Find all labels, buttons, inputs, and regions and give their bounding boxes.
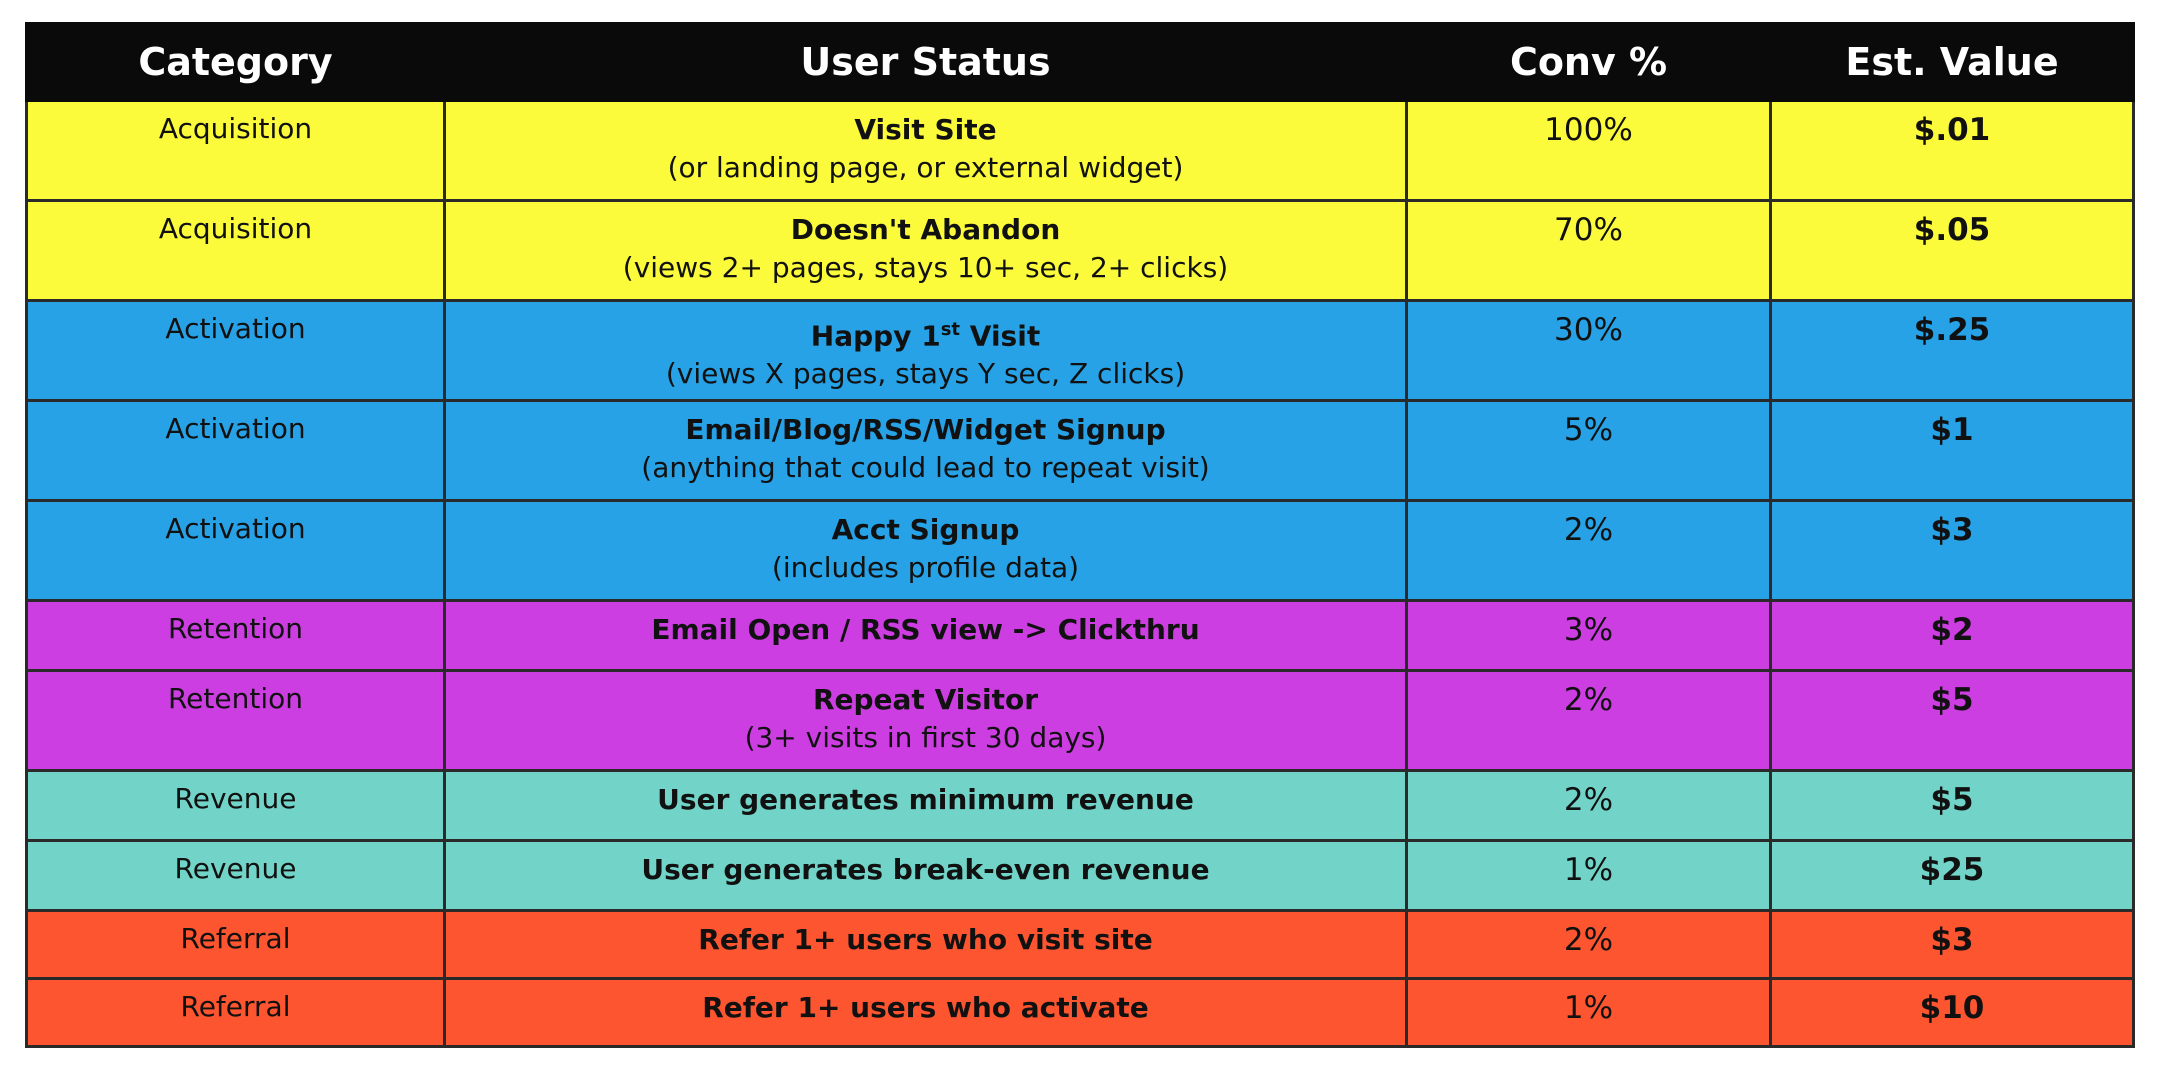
cell-value: $1 (1769, 399, 2135, 502)
header-user-status: User Status (443, 22, 1408, 102)
status-detail: (3+ visits in first 30 days) (744, 721, 1107, 754)
cell-conv: 70% (1405, 199, 1772, 302)
cell-category: Acquisition (25, 99, 446, 202)
cell-category: Revenue (25, 769, 446, 842)
cell-conv: 100% (1405, 99, 1772, 202)
cell-value: $2 (1769, 599, 2135, 672)
cell-value: $.01 (1769, 99, 2135, 202)
status-detail: (views X pages, stays Y sec, Z clicks) (665, 357, 1186, 391)
cell-value: $.05 (1769, 199, 2135, 302)
header-value: Est. Value (1769, 22, 2135, 102)
cell-category: Retention (25, 599, 446, 672)
cell-category: Retention (25, 669, 446, 772)
cell-conv: 2% (1405, 909, 1772, 980)
cell-user-status: Email Open / RSS view -> Clickthru (443, 599, 1408, 672)
status-detail: (anything that could lead to repeat visi… (641, 451, 1210, 484)
cell-value: $3 (1769, 499, 2135, 602)
cell-category: Activation (25, 299, 446, 402)
status-title: Refer 1+ users who visit site (698, 923, 1153, 956)
status-title: Visit Site (854, 113, 997, 146)
cell-category: Referral (25, 977, 446, 1048)
cell-user-status: Doesn't Abandon (views 2+ pages, stays 1… (443, 199, 1408, 302)
status-detail: (or landing page, or external widget) (667, 151, 1184, 184)
cell-conv: 1% (1405, 977, 1772, 1048)
cell-conv: 2% (1405, 769, 1772, 842)
cell-conv: 3% (1405, 599, 1772, 672)
table-row: Retention Repeat Visitor (3+ visits in f… (25, 669, 2135, 772)
cell-conv: 2% (1405, 499, 1772, 602)
table-row: Revenue User generates minimum revenue 2… (25, 769, 2135, 842)
table-row: Acquisition Doesn't Abandon (views 2+ pa… (25, 199, 2135, 302)
cell-user-status: Visit Site (or landing page, or external… (443, 99, 1408, 202)
cell-value: $25 (1769, 839, 2135, 912)
status-title: Refer 1+ users who activate (702, 991, 1149, 1024)
status-title: Email/Blog/RSS/Widget Signup (685, 413, 1166, 446)
status-title: Repeat Visitor (812, 683, 1039, 716)
table-row: Activation Email/Blog/RSS/Widget Signup … (25, 399, 2135, 502)
header-row: Category User Status Conv % Est. Value (25, 22, 2135, 102)
cell-category: Referral (25, 909, 446, 980)
cell-category: Activation (25, 499, 446, 602)
cell-category: Acquisition (25, 199, 446, 302)
table-row: Activation Happy 1st Visit (views X page… (25, 299, 2135, 402)
cell-category: Revenue (25, 839, 446, 912)
cell-user-status: Acct Signup (includes profile data) (443, 499, 1408, 602)
cell-user-status: Email/Blog/RSS/Widget Signup (anything t… (443, 399, 1408, 502)
status-title: Doesn't Abandon (790, 213, 1061, 246)
header-conv: Conv % (1405, 22, 1772, 102)
aarrr-metrics-table: Category User Status Conv % Est. Value A… (25, 22, 2135, 1048)
cell-conv: 2% (1405, 669, 1772, 772)
cell-value: $5 (1769, 769, 2135, 842)
status-title-superscript: st (940, 319, 961, 340)
table-row: Referral Refer 1+ users who visit site 2… (25, 909, 2135, 980)
header-category: Category (25, 22, 446, 102)
status-title: Email Open / RSS view -> Clickthru (651, 613, 1200, 646)
cell-category: Activation (25, 399, 446, 502)
cell-user-status: Refer 1+ users who activate (443, 977, 1408, 1048)
cell-value: $.25 (1769, 299, 2135, 402)
cell-user-status: User generates minimum revenue (443, 769, 1408, 842)
table-row: Activation Acct Signup (includes profile… (25, 499, 2135, 602)
status-title-text: Happy 1 (810, 319, 941, 353)
status-title: Happy 1st Visit (452, 312, 1399, 354)
status-title: Acct Signup (831, 513, 1020, 546)
cell-user-status: Happy 1st Visit (views X pages, stays Y … (443, 299, 1408, 402)
cell-conv: 30% (1405, 299, 1772, 402)
status-detail: (includes profile data) (771, 551, 1080, 584)
cell-value: $5 (1769, 669, 2135, 772)
status-title-suffix: Visit (960, 319, 1041, 353)
table-row: Referral Refer 1+ users who activate 1% … (25, 977, 2135, 1048)
status-detail: (views 2+ pages, stays 10+ sec, 2+ click… (622, 251, 1229, 284)
table-row: Acquisition Visit Site (or landing page,… (25, 99, 2135, 202)
cell-user-status: User generates break-even revenue (443, 839, 1408, 912)
cell-value: $3 (1769, 909, 2135, 980)
cell-value: $10 (1769, 977, 2135, 1048)
table-row: Revenue User generates break-even revenu… (25, 839, 2135, 912)
status-title: User generates minimum revenue (657, 783, 1194, 816)
cell-conv: 1% (1405, 839, 1772, 912)
status-title: User generates break-even revenue (641, 853, 1210, 886)
cell-conv: 5% (1405, 399, 1772, 502)
cell-user-status: Repeat Visitor (3+ visits in first 30 da… (443, 669, 1408, 772)
cell-user-status: Refer 1+ users who visit site (443, 909, 1408, 980)
table-row: Retention Email Open / RSS view -> Click… (25, 599, 2135, 672)
